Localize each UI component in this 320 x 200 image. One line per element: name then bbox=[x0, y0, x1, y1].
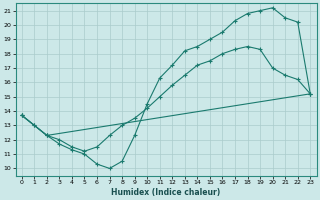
X-axis label: Humidex (Indice chaleur): Humidex (Indice chaleur) bbox=[111, 188, 221, 197]
